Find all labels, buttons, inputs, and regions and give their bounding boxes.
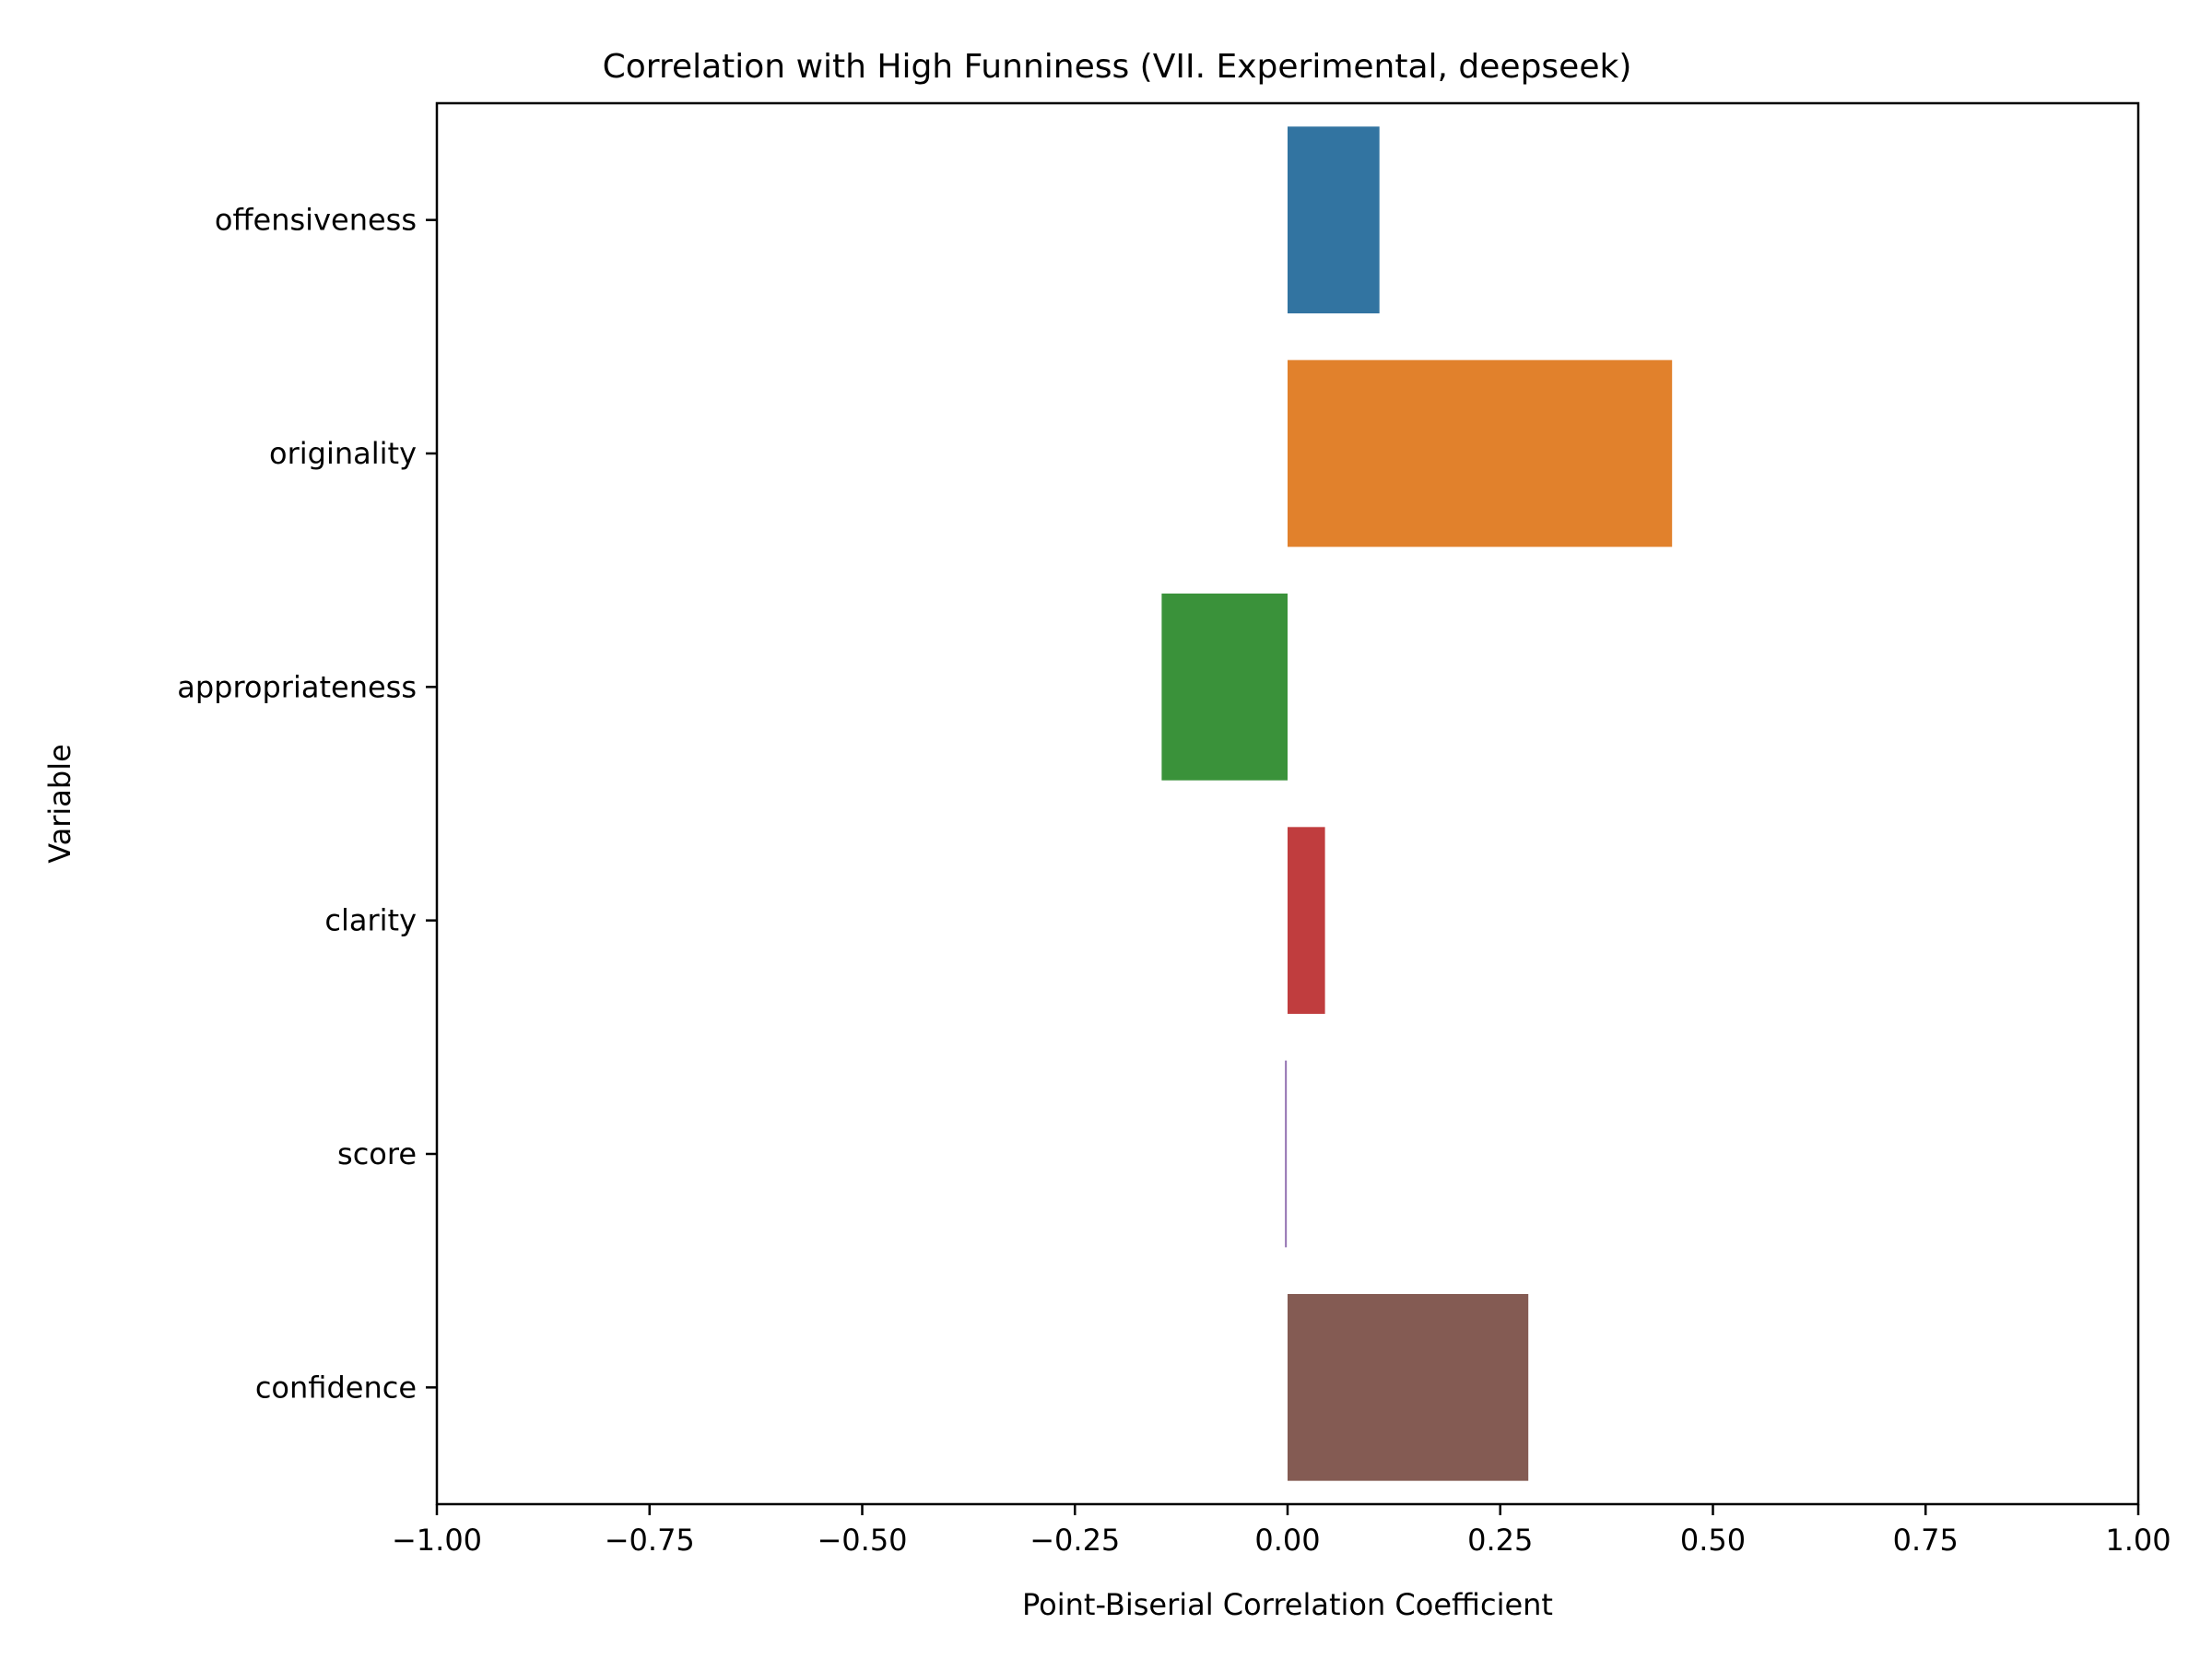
bars-group xyxy=(1161,126,1673,1481)
x-axis-label: Point-Biserial Correlation Coefficient xyxy=(1022,1587,1553,1622)
y-tick-label-clarity: clarity xyxy=(324,903,417,938)
chart-title: Correlation with High Funniness (VII. Ex… xyxy=(603,48,1632,86)
bar-appropriateness xyxy=(1161,594,1288,781)
x-tick-label: 0.25 xyxy=(1467,1523,1533,1558)
x-axis-ticks: −1.00 −0.75 −0.50 −0.25 0.00 0.25 0.50 0.75 1.00 xyxy=(392,1504,2171,1558)
x-tick-label: −0.75 xyxy=(605,1523,695,1558)
x-tick-label: −0.25 xyxy=(1030,1523,1120,1558)
bar-offensiveness xyxy=(1288,126,1380,313)
x-tick-label: 0.50 xyxy=(1680,1523,1746,1558)
x-tick-label: −1.00 xyxy=(392,1523,482,1558)
x-tick-label: −0.50 xyxy=(817,1523,907,1558)
x-tick-label: 1.00 xyxy=(2105,1523,2171,1558)
y-tick-label-score: score xyxy=(337,1136,417,1171)
y-axis-label: Variable xyxy=(42,744,77,864)
bar-confidence xyxy=(1288,1294,1529,1481)
bar-clarity xyxy=(1288,827,1325,1014)
plot-frame xyxy=(435,101,2140,1506)
y-axis-ticks: offensiveness originality appropriateness c… xyxy=(177,203,437,1405)
x-tick-label: 0.75 xyxy=(1893,1523,1959,1558)
y-tick-label-offensiveness: offensiveness xyxy=(215,203,417,238)
x-tick-label: 0.00 xyxy=(1254,1523,1320,1558)
bar-score xyxy=(1285,1060,1288,1248)
y-tick-label-originality: originality xyxy=(269,436,417,471)
bar-originality xyxy=(1288,359,1673,547)
y-tick-label-confidence: confidence xyxy=(255,1370,417,1405)
y-tick-label-appropriateness: appropriateness xyxy=(177,669,417,704)
